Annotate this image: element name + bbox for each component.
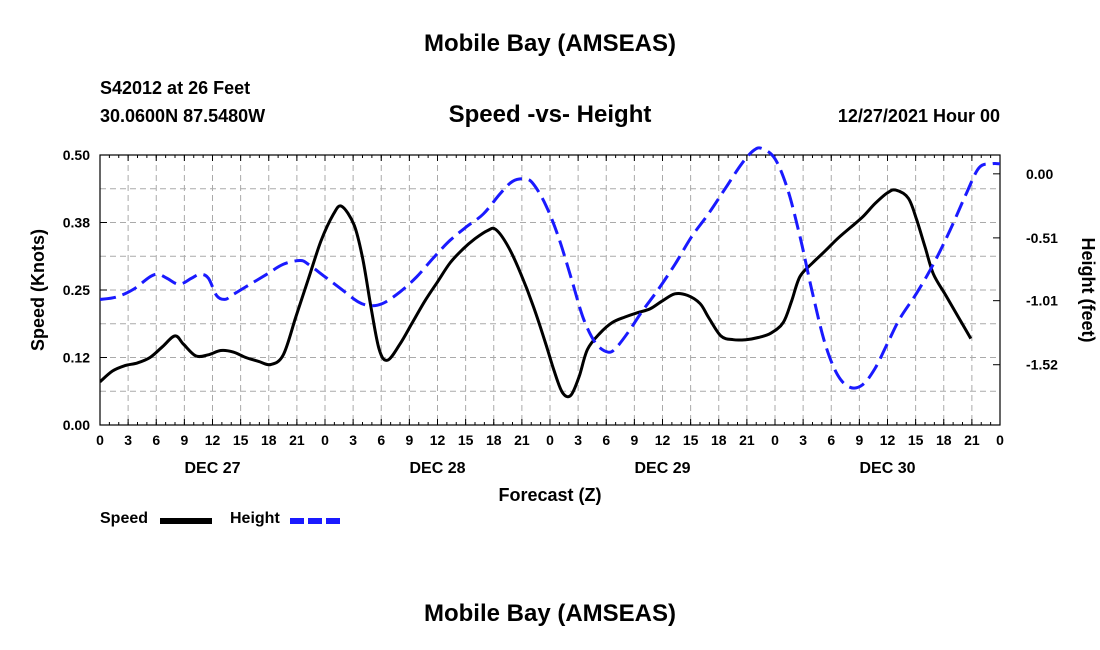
x-tick-label: 6: [827, 432, 835, 448]
x-tick-label: 3: [349, 432, 357, 448]
y-left-axis-label: Speed (Knots): [28, 229, 48, 351]
bottom-title: Mobile Bay (AMSEAS): [423, 600, 677, 627]
y-right-axis-label: Height (feet): [1078, 238, 1098, 343]
x-tick-label: 12: [655, 432, 671, 448]
y-right-tick-label: 0.00: [1026, 166, 1053, 182]
y-left-tick-label: 0.25: [63, 282, 90, 298]
x-tick-label: 18: [936, 432, 952, 448]
x-tick-label: 21: [289, 432, 305, 448]
y-right-tick-label: -0.51: [1026, 230, 1058, 246]
x-axis-label: Forecast (Z): [498, 485, 601, 505]
y-right-tick-label: -1.01: [1026, 293, 1058, 309]
day-label: DEC 27: [184, 460, 240, 477]
x-tick-label: 15: [908, 432, 924, 448]
station-label: S42012 at 26 Feet: [100, 78, 251, 98]
x-tick-label: 0: [546, 432, 554, 448]
legend-speed-line: [160, 518, 212, 524]
y-left-tick-label: 0.50: [63, 147, 90, 163]
x-tick-label: 3: [124, 432, 132, 448]
main-title: Mobile Bay (AMSEAS): [423, 30, 677, 57]
x-tick-label: 12: [205, 432, 221, 448]
legend-speed-label: Speed: [100, 510, 149, 527]
legend-height-line: [290, 518, 342, 524]
x-tick-label: 9: [630, 432, 638, 448]
x-tick-label: 0: [321, 432, 329, 448]
chart-subtitle: Speed -vs- Height: [448, 101, 652, 128]
x-tick-label: 15: [458, 432, 474, 448]
x-tick-label: 18: [711, 432, 727, 448]
x-tick-label: 6: [377, 432, 385, 448]
x-tick-label: 9: [405, 432, 413, 448]
plot-frame: [99, 154, 1001, 426]
x-tick-label: 6: [152, 432, 160, 448]
x-tick-label: 3: [574, 432, 582, 448]
x-tick-label: 0: [771, 432, 779, 448]
coordinates-label: 30.0600N 87.5480W: [100, 106, 266, 126]
forecast-date: 12/27/2021 Hour 00: [837, 106, 1000, 126]
x-tick-label: 21: [514, 432, 530, 448]
x-tick-label: 12: [430, 432, 446, 448]
y-left-tick-label: 0.38: [63, 215, 90, 231]
x-tick-label: 12: [880, 432, 896, 448]
legend-height-label: Height: [230, 510, 280, 527]
x-tick-label: 9: [180, 432, 188, 448]
y-right-tick-label: -1.52: [1026, 357, 1058, 373]
x-tick-label: 18: [261, 432, 277, 448]
x-tick-label: 21: [964, 432, 980, 448]
x-tick-label: 9: [855, 432, 863, 448]
speed-series-line: [100, 188, 973, 399]
x-tick-label: 3: [799, 432, 807, 448]
y-left-tick-label: 0.00: [63, 417, 90, 433]
day-label: DEC 28: [409, 460, 465, 477]
x-tick-label: 0: [996, 432, 1004, 448]
height-series-line: [100, 146, 1000, 390]
x-tick-label: 21: [739, 432, 755, 448]
x-tick-label: 6: [602, 432, 610, 448]
day-label: DEC 29: [634, 460, 690, 477]
x-tick-label: 15: [683, 432, 699, 448]
y-left-tick-label: 0.12: [63, 350, 90, 366]
x-tick-label: 15: [233, 432, 249, 448]
x-tick-label: 0: [96, 432, 104, 448]
day-label: DEC 30: [859, 460, 915, 477]
x-tick-label: 18: [486, 432, 502, 448]
